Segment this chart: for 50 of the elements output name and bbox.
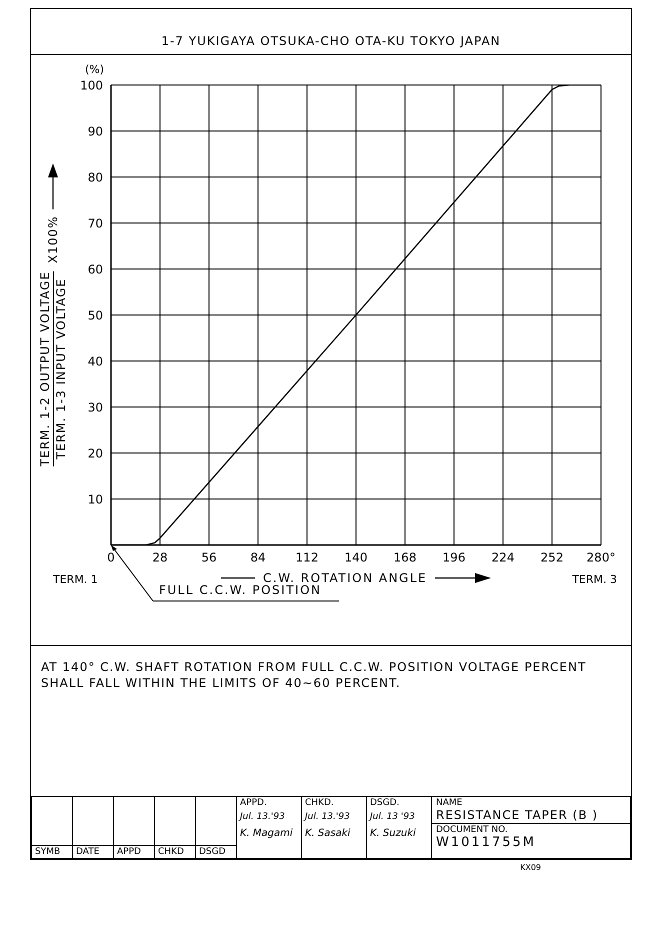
x-tick-label: 112: [296, 550, 318, 565]
text: NAME: [436, 798, 464, 808]
x-tick-label: 140: [344, 550, 368, 565]
text: TERM. 1: [53, 573, 98, 586]
text: RESISTANCE TAPER (B ): [436, 808, 600, 822]
x-tick-label: 196: [442, 550, 466, 565]
text: TERM. 1-3 INPUT VOLTAGE: [54, 278, 68, 460]
y-tick-label: 70: [88, 216, 103, 230]
text: DSGD: [196, 846, 236, 858]
y-tick-label: 90: [88, 124, 103, 138]
y-tick-label: 10: [88, 492, 103, 506]
y-tick-label: 100: [80, 78, 103, 92]
text: KX09: [520, 863, 541, 872]
text: CHKD: [154, 846, 196, 858]
text: K. Suzuki: [370, 828, 417, 839]
text: (%): [85, 63, 104, 76]
text: 1-7 YUKIGAYA OTSUKA-CHO OTA-KU TOKYO JAPAN: [31, 9, 631, 55]
text: SYMB: [32, 846, 72, 858]
text: DSGD.: [370, 798, 400, 808]
x-tick-label: 168: [394, 550, 416, 565]
text: APPD.: [240, 798, 268, 808]
text: K. Magami: [240, 828, 294, 839]
text: Jul. 13.'93: [240, 812, 286, 822]
text: K. Sasaki: [305, 828, 352, 839]
x-tick-label: 56: [201, 550, 217, 565]
text: W1011755M: [436, 835, 537, 850]
y-tick-label: 40: [88, 354, 103, 368]
text: DATE: [72, 846, 114, 858]
y-tick-label: 30: [88, 400, 103, 414]
y-tick-label: 80: [88, 170, 103, 184]
text: CHKD.: [305, 798, 335, 808]
text: AT 140° C.W. SHAFT ROTATION FROM FULL C.C.W. POSITION VOLTAGE PERCENT SHALL FALL WITHIN THE LIMITS OF 40~60 PERCENT.: [40, 659, 588, 692]
x-tick-label: 252: [540, 550, 564, 565]
text: DOCUMENT NO.: [436, 825, 509, 835]
text: X100%: [46, 216, 60, 264]
annotation: FULL C.C.W. POSITION: [159, 583, 322, 597]
x-tick-label: 0: [107, 550, 115, 565]
y-axis-title: TERM. 1-2 OUTPUT VOLTAGE: [38, 271, 54, 466]
text: Jul. 13.'93: [305, 812, 351, 822]
text: Jul. 13 '93: [370, 812, 416, 822]
x-tick-label: 28: [152, 550, 168, 565]
x-tick-label: 224: [492, 550, 514, 565]
text: APPD: [114, 846, 154, 858]
y-tick-label: 50: [88, 308, 103, 322]
x-tick-label: 84: [250, 550, 266, 565]
x-axis-title: C.W. ROTATION ANGLE: [262, 571, 428, 585]
text: TERM. 3: [572, 573, 617, 586]
y-tick-label: 60: [88, 262, 103, 276]
x-tick-label: 280°: [586, 550, 616, 565]
y-tick-label: 20: [88, 446, 103, 460]
